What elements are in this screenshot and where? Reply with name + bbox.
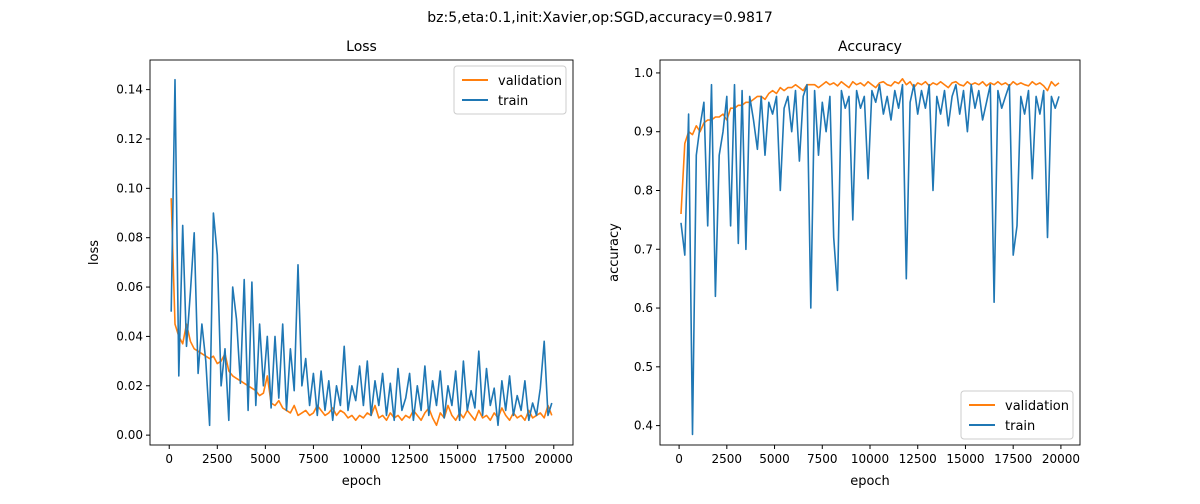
- x-tick-label: 2500: [202, 452, 233, 466]
- series-line-train: [680, 83, 1060, 436]
- x-tick-label: 20000: [535, 452, 573, 466]
- axes-title: Accuracy: [838, 39, 902, 55]
- y-tick-label: 0.7: [634, 242, 653, 256]
- x-tick-label: 0: [165, 452, 173, 466]
- legend-label-train: train: [1005, 419, 1035, 434]
- y-tick-label: 1.0: [634, 66, 653, 80]
- y-tick-label: 0.06: [116, 280, 143, 294]
- subplot-accuracy: Accuracy 0 2500 5000 7500 10000 12500 15000 1750…: [607, 39, 1081, 489]
- series-line-validation: [680, 78, 1060, 215]
- legend: validation train: [960, 390, 1074, 440]
- x-tick-label: 15000: [439, 452, 477, 466]
- y-axis-label: accuracy: [607, 223, 622, 282]
- x-tick-label: 2500: [712, 452, 743, 466]
- series-line-validation: [170, 198, 553, 427]
- x-tick-label: 17500: [487, 452, 525, 466]
- x-tick-label: 17500: [994, 452, 1032, 466]
- y-tick-label: 0.14: [116, 83, 143, 97]
- y-tick-label: 0.10: [116, 181, 143, 195]
- y-tick-label: 0.02: [116, 379, 143, 393]
- legend-box: [960, 390, 1074, 440]
- figure-suptitle: bz:5,eta:0.1,init:Xavier,op:SGD,accuracy…: [427, 10, 772, 26]
- y-tick-label: 0.6: [634, 301, 653, 315]
- y-tick-label: 0.12: [116, 132, 143, 146]
- legend-box: [453, 65, 567, 115]
- x-axis-label: epoch: [342, 474, 382, 489]
- x-tick-label: 12500: [899, 452, 937, 466]
- x-tick-label: 10000: [851, 452, 889, 466]
- x-tick-label: 15000: [946, 452, 984, 466]
- legend-label-train: train: [498, 94, 528, 109]
- x-tick-label: 0: [675, 452, 683, 466]
- x-tick-label: 12500: [390, 452, 428, 466]
- subplot-loss: Loss 0 2500 5000 7500 10000 12500 15000 17500 200…: [87, 39, 574, 489]
- x-axis-label: epoch: [850, 474, 890, 489]
- y-tick-label: 0.04: [116, 329, 143, 343]
- y-tick-label: 0.5: [634, 360, 653, 374]
- x-tick-label: 20000: [1042, 452, 1080, 466]
- series-line-train: [170, 78, 553, 427]
- legend: validation train: [453, 65, 567, 115]
- x-tick-label: 7500: [807, 452, 838, 466]
- axes-title: Loss: [346, 39, 377, 55]
- y-tick-label: 0.9: [634, 125, 653, 139]
- legend-label-validation: validation: [498, 74, 562, 89]
- x-tick-label: 5000: [250, 452, 281, 466]
- y-axis-label: loss: [87, 240, 102, 265]
- y-tick-label: 0.00: [116, 428, 143, 442]
- y-tick-label: 0.8: [634, 183, 653, 197]
- x-tick-label: 5000: [759, 452, 790, 466]
- legend-label-validation: validation: [1005, 399, 1069, 414]
- x-tick-label: 10000: [342, 452, 380, 466]
- y-tick-label: 0.08: [116, 231, 143, 245]
- x-tick-label: 7500: [298, 452, 329, 466]
- y-tick-label: 0.4: [634, 419, 653, 433]
